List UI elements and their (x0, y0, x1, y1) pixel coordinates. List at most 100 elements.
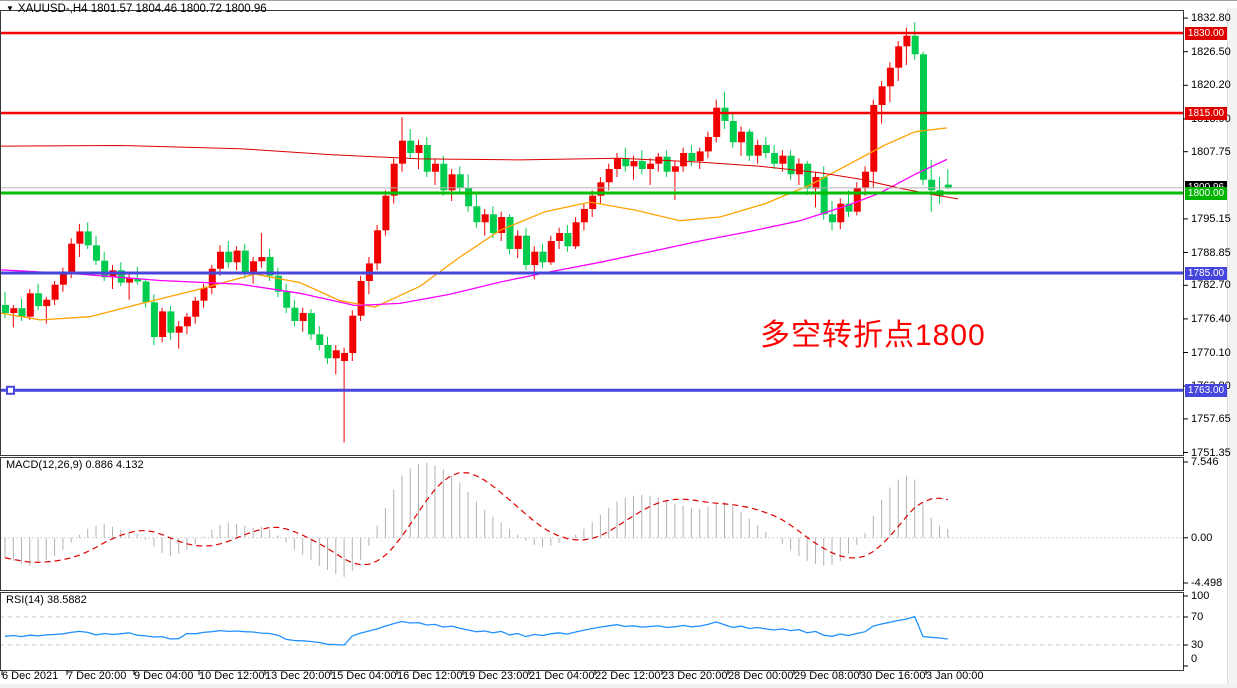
candle-body[interactable] (878, 86, 886, 105)
candle-body[interactable] (787, 155, 795, 175)
candle-body[interactable] (175, 326, 183, 333)
candle-body[interactable] (51, 284, 59, 300)
candle-body[interactable] (473, 206, 481, 223)
candle-body[interactable] (266, 257, 274, 276)
candle-body[interactable] (688, 153, 696, 161)
candle-body[interactable] (622, 158, 630, 167)
candle-body[interactable] (399, 140, 406, 164)
candle-body[interactable] (704, 137, 712, 152)
candle-body[interactable] (250, 261, 258, 273)
candle-body[interactable] (142, 281, 150, 303)
candle-body[interactable] (183, 316, 191, 327)
candle-body[interactable] (556, 233, 564, 241)
candle-body[interactable] (465, 187, 473, 207)
candle-body[interactable] (134, 278, 142, 282)
candle-body[interactable] (423, 145, 431, 172)
candle-body[interactable] (895, 46, 903, 68)
candle-body[interactable] (10, 308, 18, 313)
candle-body[interactable] (531, 251, 539, 265)
line-selection-handle[interactable] (6, 385, 15, 395)
candle-body[interactable] (671, 166, 679, 172)
candle-body[interactable] (820, 177, 828, 215)
candle-body[interactable] (217, 251, 224, 269)
candle-body[interactable] (564, 233, 572, 247)
candle-body[interactable] (448, 174, 456, 191)
candle-body[interactable] (514, 235, 522, 249)
candle-body[interactable] (332, 350, 340, 359)
candle-body[interactable] (886, 67, 894, 87)
candle-body[interactable] (225, 251, 233, 263)
candle-body[interactable] (101, 260, 109, 278)
candle-body[interactable] (84, 231, 92, 246)
candle-body[interactable] (638, 161, 646, 169)
candle-body[interactable] (572, 222, 580, 247)
candle-body[interactable] (2, 305, 9, 313)
candle-body[interactable] (208, 268, 216, 288)
candle-body[interactable] (316, 334, 324, 345)
candle-body[interactable] (630, 161, 638, 167)
candle-body[interactable] (93, 245, 100, 261)
candle-body[interactable] (911, 35, 919, 55)
candle-body[interactable] (299, 313, 307, 321)
candle-body[interactable] (680, 153, 688, 167)
candle-body[interactable] (374, 230, 382, 264)
candle-body[interactable] (18, 308, 26, 317)
candle-body[interactable] (59, 271, 67, 285)
candle-body[interactable] (283, 291, 291, 308)
candle-body[interactable] (539, 251, 547, 263)
candle-body[interactable] (390, 163, 398, 196)
candle-body[interactable] (192, 300, 200, 317)
candle-body[interactable] (845, 203, 853, 212)
candle-body[interactable] (498, 217, 506, 233)
candle-body[interactable] (43, 299, 51, 307)
candle-body[interactable] (456, 174, 464, 188)
candle-body[interactable] (167, 311, 175, 333)
candle-body[interactable] (150, 302, 158, 337)
candle-body[interactable] (771, 153, 779, 164)
candle-body[interactable] (506, 217, 514, 249)
candle-body[interactable] (274, 275, 282, 292)
candle-body[interactable] (547, 241, 555, 263)
candle-body[interactable] (481, 214, 489, 223)
candle-body[interactable] (738, 131, 745, 143)
candle-body[interactable] (920, 54, 927, 180)
candle-body[interactable] (341, 353, 349, 361)
candle-body[interactable] (308, 313, 315, 335)
candle-body[interactable] (829, 214, 836, 223)
candle-body[interactable] (837, 203, 845, 223)
candle-body[interactable] (928, 179, 936, 191)
candle-body[interactable] (76, 231, 84, 244)
candle-body[interactable] (746, 131, 754, 156)
candle-body[interactable] (200, 287, 208, 301)
candle-body[interactable] (729, 121, 737, 143)
candle-body[interactable] (233, 250, 241, 263)
candle-body[interactable] (862, 171, 870, 188)
candle-body[interactable] (489, 214, 497, 233)
candle-body[interactable] (853, 187, 861, 212)
candle-body[interactable] (597, 182, 605, 196)
candle-body[interactable] (440, 163, 448, 191)
candle-body[interactable] (68, 243, 76, 272)
candle-body[interactable] (804, 163, 812, 189)
candle-body[interactable] (382, 195, 390, 231)
candle-body[interactable] (357, 281, 365, 316)
candle-body[interactable] (713, 107, 721, 137)
candle-body[interactable] (407, 140, 415, 153)
candle-body[interactable] (647, 163, 655, 169)
candle-body[interactable] (35, 293, 43, 307)
candle-body[interactable] (696, 151, 704, 161)
candle-body[interactable] (605, 169, 613, 183)
candle-body[interactable] (241, 250, 249, 273)
candle-body[interactable] (614, 158, 621, 169)
candle-body[interactable] (117, 270, 125, 283)
candle-body[interactable] (291, 307, 299, 321)
candle-body[interactable] (663, 156, 671, 172)
candle-body[interactable] (415, 145, 423, 153)
candle-body[interactable] (721, 107, 729, 121)
candle-body[interactable] (762, 145, 770, 153)
candle-body[interactable] (26, 293, 34, 317)
candle-body[interactable] (795, 163, 803, 175)
candle-body[interactable] (779, 155, 787, 164)
candle-body[interactable] (903, 35, 911, 47)
candle-body[interactable] (812, 177, 820, 189)
